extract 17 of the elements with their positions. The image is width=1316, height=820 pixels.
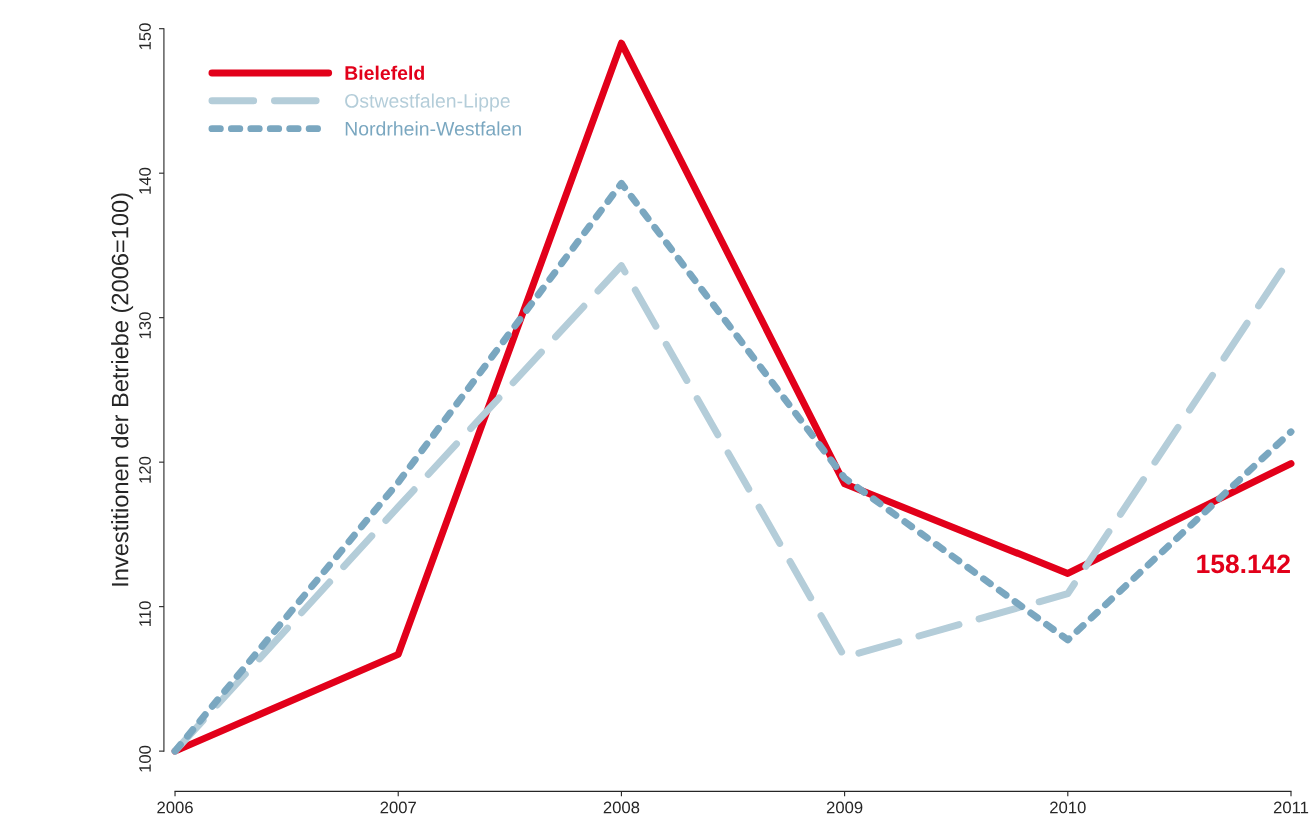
x-tick-label: 2010 (1050, 801, 1086, 814)
y-tick-label: 100 (139, 745, 151, 772)
text: Bielefeld (345, 65, 424, 80)
text: Ostwestfalen-Lippe (345, 93, 510, 112)
y-tick-label: 140 (139, 167, 151, 194)
y-axis-title: Investitionen der Betriebe (2006=100) (111, 193, 134, 586)
x-tick-label: 2008 (603, 801, 640, 814)
x-tick-label: 2007 (380, 801, 416, 814)
y-tick-label: 150 (139, 23, 151, 50)
y-tick-label: 120 (139, 456, 151, 483)
y-tick-label: 130 (139, 312, 151, 339)
x-tick-label: 2006 (157, 801, 193, 814)
text: Nordrhein-Westfalen (345, 121, 521, 136)
annotation: 158.142 (1197, 554, 1290, 574)
x-tick-label: 2011 (1273, 801, 1309, 814)
y-tick-label: 110 (139, 601, 151, 626)
x-tick-label: 2009 (826, 801, 863, 814)
